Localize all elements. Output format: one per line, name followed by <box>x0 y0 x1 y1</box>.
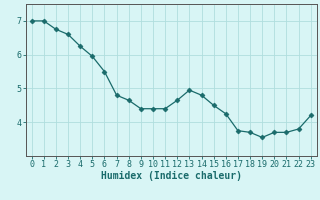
X-axis label: Humidex (Indice chaleur): Humidex (Indice chaleur) <box>101 171 242 181</box>
